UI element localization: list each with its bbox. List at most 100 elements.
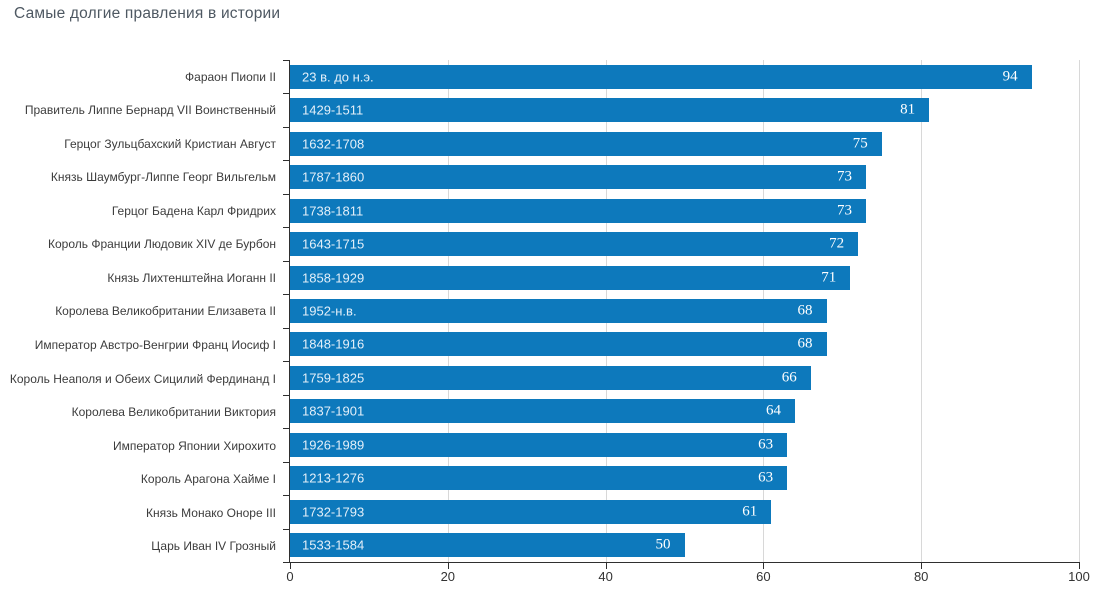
bar: 23 в. до н.э. 94 — [290, 64, 1032, 89]
category-label: Фараон Пиопи II — [185, 69, 276, 84]
bar-period-label: 1643-1715 — [302, 236, 365, 252]
category-label: Герцог Зульцбахский Кристиан Август — [64, 136, 276, 151]
bar-period-label: 1848-1916 — [302, 336, 365, 352]
gridline — [921, 60, 923, 562]
category-labels: Фараон Пиопи II Правитель Липпе Бернард V… — [0, 60, 276, 563]
category-label: Князь Монако Оноре III — [145, 505, 276, 520]
bar-period-label: 23 в. до н.э. — [302, 69, 374, 85]
y-axis-tick — [283, 562, 290, 563]
bar-row: 1952-н.в. 68 — [290, 294, 1079, 327]
bar-row: 1759-1825 66 — [290, 361, 1079, 394]
bar-period-label: 1858-1929 — [302, 270, 365, 286]
y-axis-tick — [283, 495, 290, 497]
bar-period-label: 1732-1793 — [302, 504, 365, 520]
bar-value-label: 81 — [900, 101, 916, 118]
bar-period-label: 1429-1511 — [302, 102, 364, 118]
bar: 1213-1276 63 — [290, 466, 788, 491]
bar: 1858-1929 71 — [290, 265, 851, 290]
bar-value-label: 71 — [821, 269, 837, 286]
bar-period-label: 1952-н.в. — [302, 303, 357, 319]
category-label: Герцог Бадена Карл Фридрих — [111, 203, 276, 218]
plot-area: 23 в. до н.э. 94 1429-1511 81 1632-1708 75 178… — [283, 60, 1090, 584]
x-axis-tick-label: 20 — [440, 569, 456, 584]
bar: 1429-1511 81 — [290, 98, 930, 123]
y-axis-tick — [283, 294, 290, 296]
x-axis-tick — [1079, 562, 1080, 569]
bar: 1738-1811 73 — [290, 198, 866, 223]
x-axis-tick-label: 60 — [756, 569, 771, 584]
y-axis-tick — [283, 260, 290, 262]
bar-row: 1848-1916 68 — [290, 328, 1079, 361]
y-axis-tick — [283, 428, 290, 430]
x-axis-tick — [763, 562, 765, 569]
category-label: Король Арагона Хайме I — [140, 472, 276, 487]
bar-period-label: 1213-1276 — [302, 470, 365, 486]
bar: 1732-1793 61 — [290, 499, 772, 524]
bar-period-label: 1533-1584 — [302, 537, 365, 553]
bar-value-label: 68 — [797, 302, 813, 319]
y-axis-tick — [283, 126, 290, 128]
category-label: Королева Великобритании Виктория — [71, 405, 276, 420]
bar: 1632-1708 75 — [290, 131, 882, 156]
y-axis-tick — [283, 227, 290, 229]
bar-value-label: 63 — [758, 436, 774, 453]
x-axis-tick-label: 0 — [286, 569, 294, 584]
bar-rows: 23 в. до н.э. 94 1429-1511 81 1632-1708 75 178… — [290, 60, 1079, 562]
bar-value-label: 68 — [797, 335, 813, 352]
bar-value-label: 73 — [836, 168, 852, 185]
category-label: Князь Шаумбург-Липпе Георг Вильгельм — [50, 170, 276, 185]
bar-period-label: 1738-1811 — [302, 203, 364, 219]
chart-title: Самые долгие правления в истории — [14, 5, 281, 22]
y-axis-tick — [283, 461, 290, 463]
x-axis-tick-label: 80 — [913, 569, 929, 584]
y-axis-tick — [283, 93, 290, 95]
bar-row: 1632-1708 75 — [290, 127, 1079, 160]
bar: 1533-1584 50 — [290, 533, 685, 558]
bar: 1837-1901 64 — [290, 399, 795, 424]
y-axis-tick — [283, 394, 290, 396]
bar-row: 1533-1584 50 — [290, 529, 1079, 562]
bar-value-label: 64 — [765, 402, 781, 419]
bar-value-label: 73 — [836, 202, 852, 219]
x-axis-labels: 0 20 40 60 80 100 — [286, 562, 1089, 586]
category-label: Царь Иван IV Грозный — [151, 539, 276, 554]
bar-value-label: 94 — [1002, 68, 1018, 85]
x-axis-tick — [605, 562, 607, 569]
bar-value-label: 63 — [758, 469, 774, 486]
bar: 1643-1715 72 — [290, 232, 859, 257]
bar-row: 23 в. до н.э. 94 — [290, 60, 1079, 93]
bar-value-label: 72 — [829, 235, 845, 252]
x-axis-tick-label: 100 — [1068, 569, 1090, 584]
y-axis-tick — [283, 60, 290, 61]
bar-row: 1926-1989 63 — [290, 428, 1079, 461]
category-label: Король Неаполя и Обеих Сицилий Фердинанд… — [9, 371, 276, 386]
x-axis-ticks — [290, 60, 1080, 569]
bar: 1759-1825 66 — [290, 365, 811, 390]
bar-value-label: 61 — [742, 503, 758, 520]
x-axis-tick-label: 40 — [598, 569, 613, 584]
bar-row: 1213-1276 63 — [290, 462, 1079, 495]
bar-value-label: 75 — [852, 135, 868, 152]
bar-value-label: 66 — [781, 369, 797, 386]
bar-period-label: 1632-1708 — [302, 136, 365, 152]
y-axis-tick — [283, 327, 290, 329]
gridline — [1079, 60, 1080, 562]
bar: 1926-1989 63 — [290, 432, 788, 457]
bar: 1848-1916 68 — [290, 332, 827, 357]
bar-row: 1787-1860 73 — [290, 160, 1079, 193]
bar-row: 1643-1715 72 — [290, 227, 1079, 260]
bar-row: 1837-1901 64 — [290, 395, 1079, 428]
bar-value-label: 50 — [655, 536, 671, 553]
bar-period-label: 1926-1989 — [302, 437, 365, 453]
y-axis-tick — [283, 193, 290, 195]
category-label: Король Франции Людовик XIV де Бурбон — [47, 237, 276, 252]
bar-period-label: 1837-1901 — [302, 403, 365, 419]
bar: 1787-1860 73 — [290, 165, 866, 190]
category-label: Император Австро-Венгрии Франц Иосиф I — [34, 338, 276, 353]
bar-row: 1858-1929 71 — [290, 261, 1079, 294]
x-axis-tick — [447, 562, 449, 569]
y-axis-tick — [283, 528, 290, 530]
bar-period-label: 1787-1860 — [302, 169, 365, 185]
category-label: Князь Лихтенштейна Иоганн II — [107, 270, 276, 285]
